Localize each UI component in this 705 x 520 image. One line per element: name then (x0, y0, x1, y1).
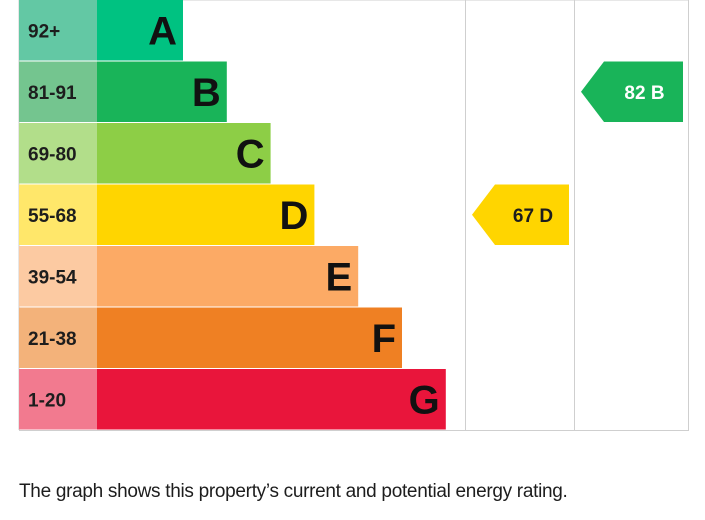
band-bar-d (97, 184, 315, 245)
current-rating-label: 67 D (513, 206, 553, 227)
rating-markers: 67 D 82 B (472, 61, 683, 245)
band-bar-g (97, 369, 446, 430)
range-cell-e (19, 246, 97, 307)
range-cell-a (19, 0, 97, 61)
range-label-g: 1-20 (28, 390, 66, 411)
range-cell-d (19, 184, 97, 245)
range-cell-g (19, 369, 97, 430)
band-bar-a (97, 0, 183, 61)
range-label-b: 81-91 (28, 83, 77, 104)
range-label-e: 39-54 (28, 267, 77, 288)
band-letter-c: C (236, 132, 265, 176)
range-cell-f (19, 307, 97, 368)
range-cell-c (19, 123, 97, 184)
range-label-a: 92+ (28, 21, 60, 42)
band-letter-e: E (326, 255, 353, 299)
band-bars: 92+ A 81-91 B 69-80 C 55-68 D 39-54 E 21-38 F 1-20 G (19, 0, 446, 430)
potential-rating-arrow (581, 61, 683, 122)
range-cell-b (19, 61, 97, 122)
band-bar-f (97, 307, 402, 368)
band-bar-c (97, 123, 271, 184)
range-label-d: 55-68 (28, 206, 77, 227)
epc-chart: 92+ A81-91 B69-80 C55-68 D39-54 E21-38 F1-20 G … (18, 0, 689, 431)
potential-rating-label: 82 B (624, 83, 664, 104)
band-letter-d: D (280, 194, 309, 238)
band-bar-b (97, 61, 227, 122)
range-label-c: 69-80 (28, 144, 77, 165)
band-letter-f: F (372, 317, 396, 361)
band-letter-g: G (409, 378, 440, 422)
current-rating-arrow (472, 184, 569, 245)
band-letter-b: B (192, 71, 221, 115)
range-label-f: 21-38 (28, 329, 77, 350)
chart-caption: The graph shows this property’s current … (19, 481, 568, 502)
band-letter-a: A (148, 9, 177, 53)
band-bar-e (97, 246, 359, 307)
